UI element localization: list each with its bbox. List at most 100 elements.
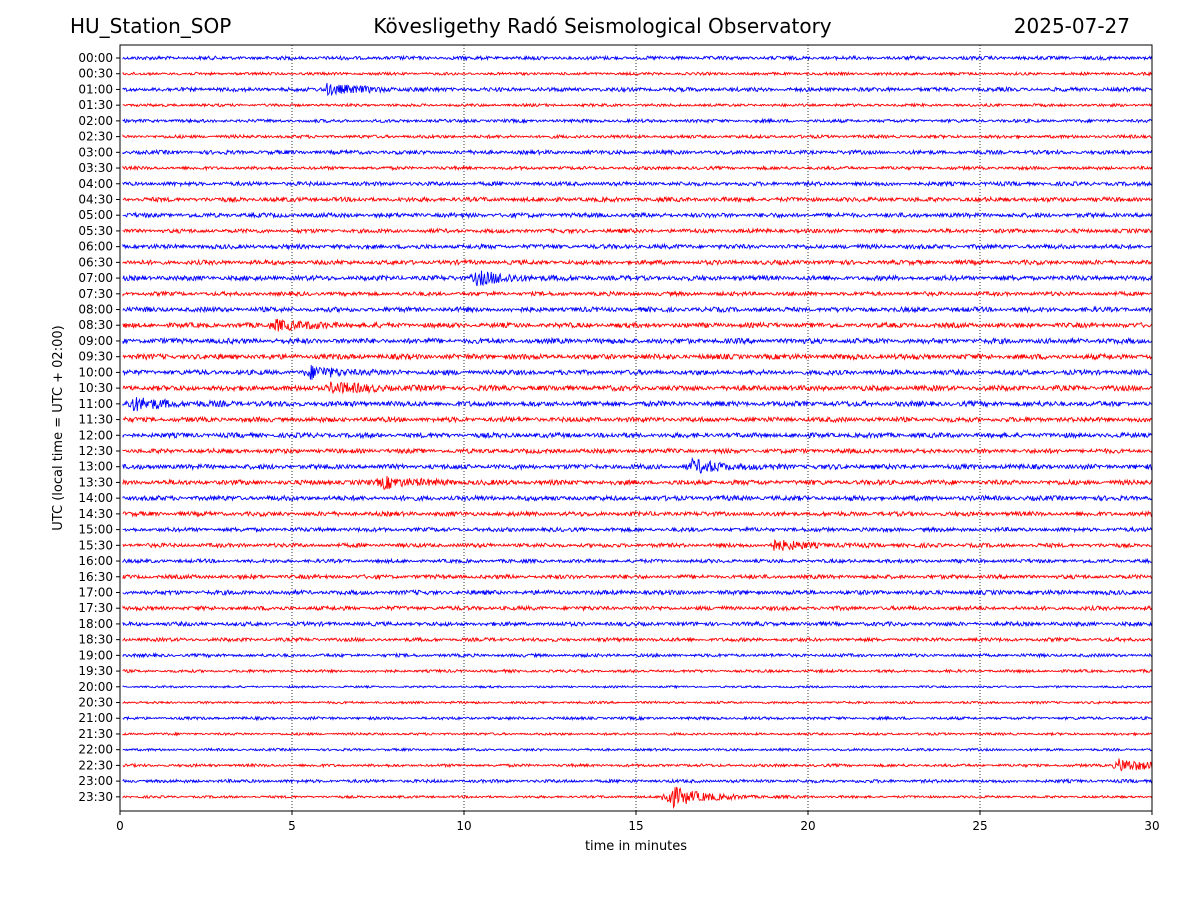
trace-1000 <box>122 365 1153 380</box>
trace-1230 <box>122 447 1153 455</box>
trace-1030 <box>122 381 1153 395</box>
trace-0100 <box>122 82 1153 97</box>
y-tick-label: 09:30 <box>78 350 113 364</box>
y-tick-label: 21:30 <box>78 727 113 741</box>
x-tick-label: 5 <box>288 819 296 833</box>
chart-title: Kövesligethy Radó Seismological Observat… <box>373 14 832 38</box>
y-tick-label: 13:00 <box>78 460 113 474</box>
y-tick-label: 00:30 <box>78 67 113 81</box>
trace-1400 <box>122 494 1153 503</box>
trace-1130 <box>122 415 1153 424</box>
trace-0630 <box>122 258 1153 267</box>
x-tick-label: 20 <box>800 819 815 833</box>
y-tick-label: 20:30 <box>78 696 113 710</box>
trace-1700 <box>122 588 1153 597</box>
trace-0400 <box>122 180 1153 188</box>
y-tick-label: 14:30 <box>78 507 113 521</box>
y-tick-label: 03:30 <box>78 161 113 175</box>
y-tick-label: 21:00 <box>78 711 113 725</box>
trace-2000 <box>122 684 1153 690</box>
y-tick-label: 06:00 <box>78 240 113 254</box>
y-tick-label: 15:00 <box>78 523 113 537</box>
trace-1200 <box>122 431 1153 440</box>
y-tick-label: 16:00 <box>78 554 113 568</box>
trace-0330 <box>122 164 1153 172</box>
trace-0030 <box>122 70 1153 77</box>
y-tick-label: 19:00 <box>78 648 113 662</box>
y-tick-label: 13:30 <box>78 475 113 489</box>
x-tick-label: 10 <box>456 819 471 833</box>
trace-1630 <box>122 573 1153 581</box>
y-tick-label: 17:00 <box>78 585 113 599</box>
trace-0830 <box>122 318 1153 332</box>
trace-0500 <box>122 211 1153 220</box>
y-tick-label: 23:00 <box>78 774 113 788</box>
y-tick-label: 15:30 <box>78 538 113 552</box>
y-tick-label: 22:00 <box>78 743 113 757</box>
y-tick-label: 03:00 <box>78 145 113 159</box>
trace-1800 <box>122 620 1153 628</box>
grid-lines <box>291 45 981 811</box>
trace-1730 <box>122 604 1153 612</box>
x-axis-ticks: 0 5 10 15 20 25 30 <box>116 811 1160 833</box>
y-tick-label: 05:30 <box>78 224 113 238</box>
trace-0200 <box>122 117 1153 125</box>
y-tick-label: 04:00 <box>78 177 113 191</box>
y-tick-label: 02:30 <box>78 130 113 144</box>
trace-1900 <box>122 652 1153 659</box>
trace-0730 <box>122 290 1153 298</box>
trace-1600 <box>122 557 1153 565</box>
y-axis-label: UTC (local time = UTC + 02:00) <box>51 325 66 530</box>
y-tick-label: 01:30 <box>78 98 113 112</box>
y-tick-label: 02:00 <box>78 114 113 128</box>
y-tick-label: 08:30 <box>78 318 113 332</box>
trace-2100 <box>122 715 1153 722</box>
seismic-traces <box>122 54 1153 809</box>
y-tick-label: 07:30 <box>78 287 113 301</box>
x-axis-label: time in minutes <box>585 839 687 854</box>
y-tick-label: 01:00 <box>78 82 113 96</box>
trace-2130 <box>122 731 1153 737</box>
trace-1330 <box>122 475 1153 490</box>
station-name: HU_Station_SOP <box>70 14 232 38</box>
y-tick-label: 18:30 <box>78 633 113 647</box>
trace-1300 <box>122 456 1153 474</box>
y-tick-label: 22:30 <box>78 758 113 772</box>
y-tick-label: 08:00 <box>78 303 113 317</box>
trace-2030 <box>122 700 1153 705</box>
trace-0130 <box>122 102 1153 108</box>
y-tick-label: 19:30 <box>78 664 113 678</box>
trace-2200 <box>122 747 1153 753</box>
trace-2230 <box>122 758 1153 772</box>
trace-1430 <box>122 509 1153 518</box>
y-tick-label: 17:30 <box>78 601 113 615</box>
y-tick-label: 00:00 <box>78 51 113 65</box>
y-tick-label: 23:30 <box>78 790 113 804</box>
trace-2330 <box>122 786 1153 809</box>
trace-0430 <box>122 195 1153 204</box>
x-tick-label: 0 <box>116 819 124 833</box>
trace-1830 <box>122 636 1153 643</box>
y-tick-label: 14:00 <box>78 491 113 505</box>
y-tick-label: 09:00 <box>78 334 113 348</box>
x-tick-label: 15 <box>628 819 643 833</box>
y-tick-label: 18:00 <box>78 617 113 631</box>
trace-1930 <box>122 668 1153 675</box>
trace-0300 <box>122 148 1153 156</box>
trace-0930 <box>122 352 1153 362</box>
y-tick-label: 12:00 <box>78 428 113 442</box>
trace-0000 <box>122 54 1153 62</box>
y-tick-label: 11:00 <box>78 397 113 411</box>
trace-1500 <box>122 525 1153 534</box>
y-tick-label: 06:30 <box>78 255 113 269</box>
trace-0900 <box>122 336 1153 346</box>
y-tick-label: 11:30 <box>78 413 113 427</box>
trace-0600 <box>122 242 1153 251</box>
y-tick-label: 10:30 <box>78 381 113 395</box>
y-tick-label: 04:30 <box>78 192 113 206</box>
chart-date: 2025-07-27 <box>1013 14 1130 38</box>
y-tick-label: 16:30 <box>78 570 113 584</box>
trace-0230 <box>122 133 1153 140</box>
